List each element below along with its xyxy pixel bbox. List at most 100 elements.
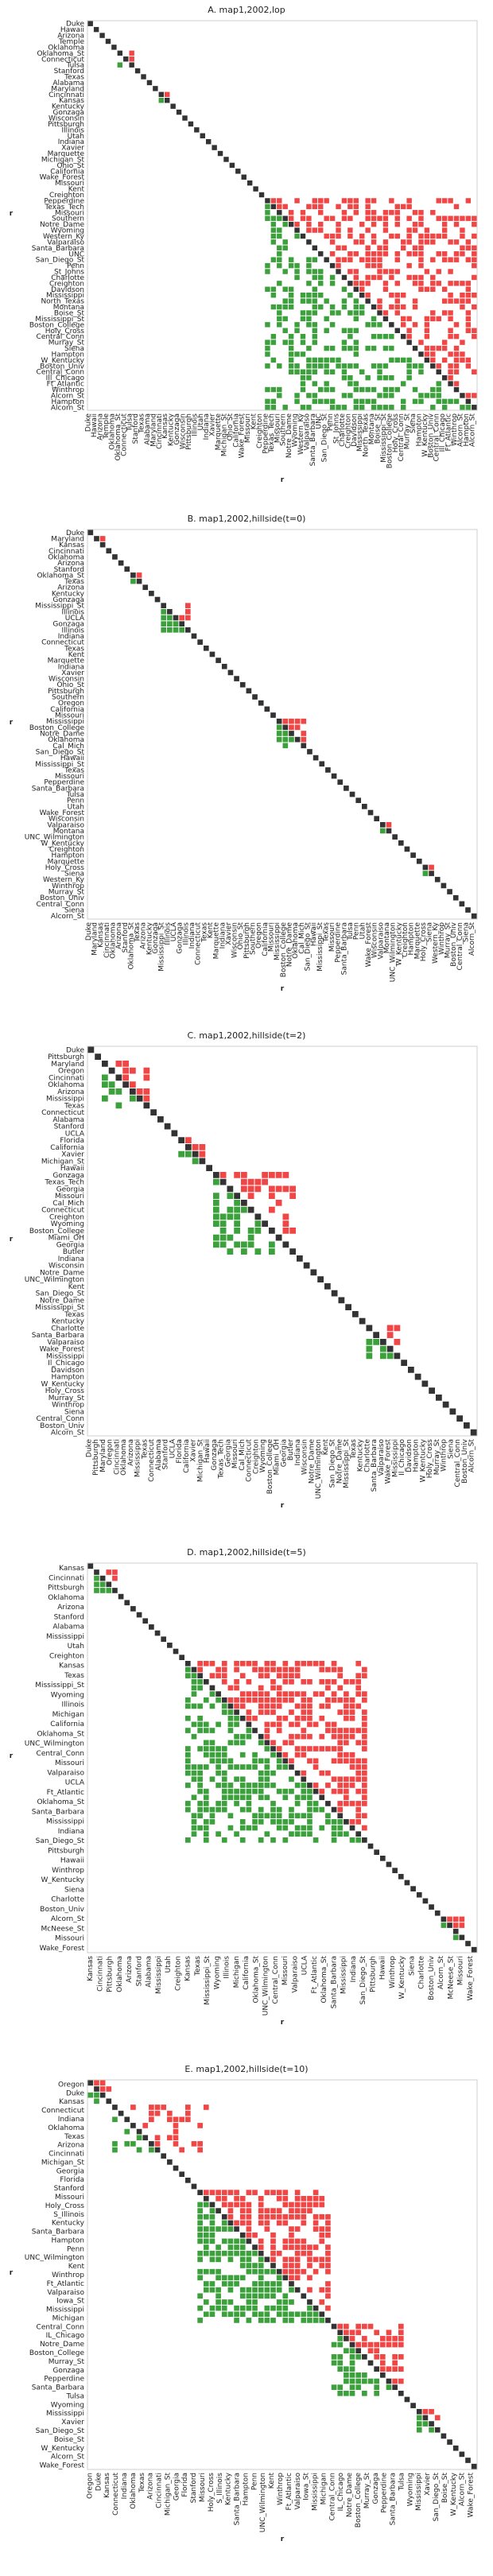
heatmap-cell-below [130, 578, 136, 584]
heatmap-cell-above [436, 316, 441, 322]
x-tick-label: Pittsburgh [107, 1956, 115, 1992]
heatmap-cell-below [289, 2318, 294, 2323]
x-tick-label: Georgia [224, 1439, 232, 1467]
heatmap-cell-above [422, 2408, 429, 2415]
heatmap-cell-above [215, 1673, 221, 1678]
heatmap-cell-below [124, 2128, 130, 2135]
heatmap-cell-above [129, 50, 134, 56]
heatmap-cell-below [265, 405, 270, 410]
heatmap-cell-below [185, 1728, 191, 1733]
heatmap-cell-above [312, 1721, 319, 1728]
x-tick-label: Hampton [242, 2473, 250, 2506]
heatmap-cell-diagonal [275, 1234, 282, 1241]
heatmap-cell-above [355, 1770, 362, 1776]
heatmap-cell-diagonal [234, 2226, 239, 2232]
heatmap-cell-below [221, 1758, 227, 1764]
heatmap-cell-below [258, 2268, 264, 2275]
heatmap-cell-above [282, 1213, 289, 1220]
x-tick-label: UCLA [170, 921, 178, 941]
y-tick-label: Kansas [59, 1662, 84, 1670]
heatmap-cell-above [337, 1758, 344, 1764]
heatmap-cell-below [234, 1213, 240, 1220]
heatmap-cell-below [406, 357, 412, 363]
heatmap-cell-above [453, 363, 460, 369]
y-tick-label: Arizona [57, 560, 84, 568]
heatmap-cell-below [246, 2287, 252, 2293]
y-tick-label: Ft_Atlantic [47, 1789, 84, 1797]
x-tick-label: Creighton [344, 413, 352, 448]
y-tick-label: Wisconsin [49, 676, 84, 684]
heatmap-cell-below [344, 2378, 349, 2384]
heatmap-cell-above [362, 1721, 367, 1728]
heatmap-cell-below [192, 1158, 199, 1165]
heatmap-cell-above [389, 304, 394, 310]
heatmap-cell-above [167, 2135, 173, 2141]
heatmap-cell-diagonal [436, 369, 441, 374]
heatmap-cell-diagonal [306, 239, 312, 245]
heatmap-cell-above [344, 1776, 349, 1783]
heatmap-cell-diagonal [185, 1661, 191, 1666]
heatmap-cell-below [289, 1776, 294, 1783]
heatmap-cell-diagonal [203, 645, 209, 651]
heatmap-cell-below [306, 322, 312, 328]
y-tick-label: Alcorn_St [51, 392, 85, 400]
plot-frame [87, 1046, 478, 1437]
heatmap-cell-above [394, 251, 400, 257]
heatmap-cell-below [209, 2226, 215, 2232]
heatmap-cell-diagonal [294, 736, 301, 743]
x-tick-label: Gonzaga [177, 922, 184, 954]
heatmap-cell-below [329, 322, 336, 328]
heatmap-cell-above [270, 2213, 276, 2220]
heatmap-cell-below [344, 2372, 349, 2378]
heatmap-cell-below [282, 2311, 289, 2318]
y-tick-label: Oklahoma [48, 44, 84, 52]
heatmap-cell-above [325, 2287, 331, 2293]
heatmap-cell-diagonal [154, 2147, 161, 2153]
x-tick-label: Murray_St [404, 413, 412, 450]
heatmap-cell-above [301, 1691, 307, 1697]
heatmap-cell-diagonal [336, 269, 341, 274]
x-tick-label: Missouri [244, 413, 252, 443]
heatmap-cell-below [324, 345, 329, 351]
heatmap-cell-diagonal [209, 2202, 215, 2208]
heatmap-cell-below [347, 363, 353, 369]
x-tick-label: Maryland [149, 413, 157, 447]
heatmap-cell-above [264, 1728, 270, 1733]
heatmap-cell-diagonal [324, 1283, 331, 1290]
plot-frame [87, 20, 478, 411]
heatmap-cell-below [265, 286, 270, 293]
x-tick-label: San_Diego_St [329, 1439, 337, 1488]
y-tick-label: Boise_St [54, 2436, 85, 2444]
heatmap-cell-above [294, 1691, 301, 1697]
heatmap-cell-diagonal [143, 1102, 150, 1109]
x-tick-label: Arizona [115, 922, 123, 949]
heatmap-cell-above [179, 615, 184, 621]
heatmap-cell-diagonal [392, 2384, 398, 2390]
heatmap-cell-above [282, 1697, 289, 1703]
heatmap-cell-diagonal [164, 1123, 171, 1130]
heatmap-cell-below [234, 1200, 240, 1206]
heatmap-cell-below [412, 398, 418, 405]
heatmap-cell-diagonal [203, 2195, 209, 2202]
heatmap-cell-above [355, 1801, 362, 1806]
y-tick-label: Indiana [58, 1255, 84, 1263]
heatmap-cell-above [386, 2336, 392, 2341]
heatmap-cell-below [277, 316, 282, 322]
y-tick-label: Duke [66, 1046, 85, 1054]
heatmap-cell-below [215, 1752, 221, 1758]
heatmap-cell-below [277, 245, 282, 251]
heatmap-cell-above [307, 2208, 312, 2213]
heatmap-cell-above [294, 2226, 301, 2232]
heatmap-cell-above [362, 1825, 367, 1831]
heatmap-cell-diagonal [191, 633, 197, 639]
heatmap-cell-below [227, 2299, 234, 2305]
heatmap-cell-diagonal [386, 828, 392, 834]
y-tick-label: Oklahoma_St [37, 50, 84, 58]
heatmap-cell-above [306, 227, 312, 233]
heatmap-cell-diagonal [185, 2178, 191, 2183]
heatmap-cell-above [453, 251, 460, 257]
y-tick-label: Creighton [49, 1652, 84, 1660]
y-tick-label: Xavier [61, 1151, 84, 1159]
x-tick-label: Texas [138, 2473, 146, 2493]
heatmap-cell-above [319, 1678, 325, 1685]
